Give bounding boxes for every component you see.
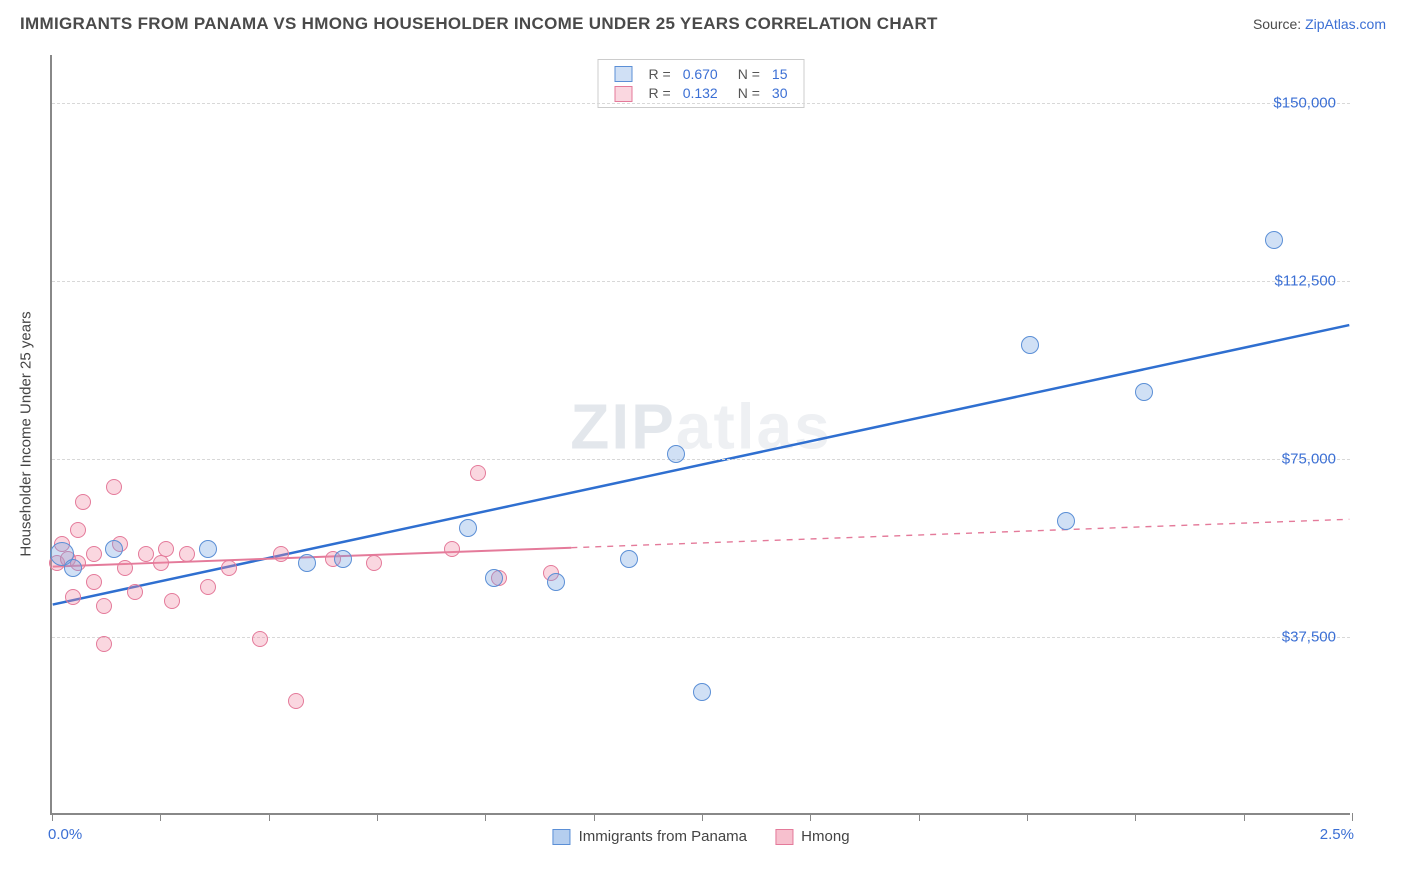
scatter-point: [459, 519, 477, 537]
scatter-point: [470, 465, 486, 481]
scatter-point: [334, 550, 352, 568]
x-tick: [485, 813, 486, 821]
x-axis-min-label: 0.0%: [48, 826, 82, 843]
gridline: [52, 637, 1350, 638]
x-tick: [160, 813, 161, 821]
x-axis-max-label: 2.5%: [1320, 826, 1354, 843]
gridline: [52, 103, 1350, 104]
series-legend: Immigrants from Panama Hmong: [552, 828, 849, 845]
y-tick-label: $37,500: [1282, 628, 1336, 645]
scatter-point: [1265, 231, 1283, 249]
scatter-point: [667, 445, 685, 463]
scatter-point: [96, 636, 112, 652]
x-tick: [269, 813, 270, 821]
source-attribution: Source: ZipAtlas.com: [1253, 16, 1386, 32]
scatter-point: [86, 546, 102, 562]
x-tick: [377, 813, 378, 821]
scatter-point: [179, 546, 195, 562]
correlation-row: R =0.670N =15: [609, 64, 794, 83]
scatter-point: [164, 593, 180, 609]
scatter-point: [105, 540, 123, 558]
gridline: [52, 459, 1350, 460]
chart-title: IMMIGRANTS FROM PANAMA VS HMONG HOUSEHOL…: [20, 14, 938, 34]
scatter-point: [138, 546, 154, 562]
watermark: ZIPatlas: [570, 390, 831, 464]
correlation-legend: R =0.670N =15R =0.132N =30: [598, 59, 805, 108]
scatter-point: [158, 541, 174, 557]
scatter-point: [75, 494, 91, 510]
x-tick: [702, 813, 703, 821]
x-tick: [1027, 813, 1028, 821]
scatter-point: [485, 569, 503, 587]
legend-item: Hmong: [775, 828, 850, 845]
scatter-point: [127, 584, 143, 600]
scatter-point: [70, 522, 86, 538]
scatter-plot: Householder Income Under 25 years ZIPatl…: [50, 55, 1350, 815]
x-tick: [919, 813, 920, 821]
scatter-point: [199, 540, 217, 558]
y-axis-title: Householder Income Under 25 years: [18, 311, 35, 556]
scatter-point: [153, 555, 169, 571]
y-tick-label: $75,000: [1282, 450, 1336, 467]
scatter-point: [547, 573, 565, 591]
scatter-point: [1021, 336, 1039, 354]
scatter-point: [65, 589, 81, 605]
legend-item: Immigrants from Panama: [552, 828, 747, 845]
scatter-point: [117, 560, 133, 576]
x-tick: [1135, 813, 1136, 821]
x-tick: [594, 813, 595, 821]
gridline: [52, 281, 1350, 282]
scatter-point: [221, 560, 237, 576]
scatter-point: [366, 555, 382, 571]
x-tick: [810, 813, 811, 821]
scatter-point: [444, 541, 460, 557]
correlation-row: R =0.132N =30: [609, 83, 794, 102]
scatter-point: [273, 546, 289, 562]
x-tick: [1352, 813, 1353, 821]
source-link[interactable]: ZipAtlas.com: [1305, 16, 1386, 32]
scatter-point: [252, 631, 268, 647]
scatter-point: [1135, 383, 1153, 401]
scatter-point: [86, 574, 102, 590]
scatter-point: [106, 479, 122, 495]
scatter-point: [1057, 512, 1075, 530]
scatter-point: [64, 559, 82, 577]
chart-header: IMMIGRANTS FROM PANAMA VS HMONG HOUSEHOL…: [0, 0, 1406, 40]
y-tick-label: $112,500: [1275, 272, 1336, 289]
scatter-point: [298, 554, 316, 572]
scatter-point: [200, 579, 216, 595]
source-label: Source:: [1253, 16, 1301, 32]
y-tick-label: $150,000: [1273, 94, 1336, 111]
scatter-point: [96, 598, 112, 614]
x-tick: [1244, 813, 1245, 821]
scatter-point: [693, 683, 711, 701]
x-tick: [52, 813, 53, 821]
scatter-point: [288, 693, 304, 709]
scatter-point: [620, 550, 638, 568]
